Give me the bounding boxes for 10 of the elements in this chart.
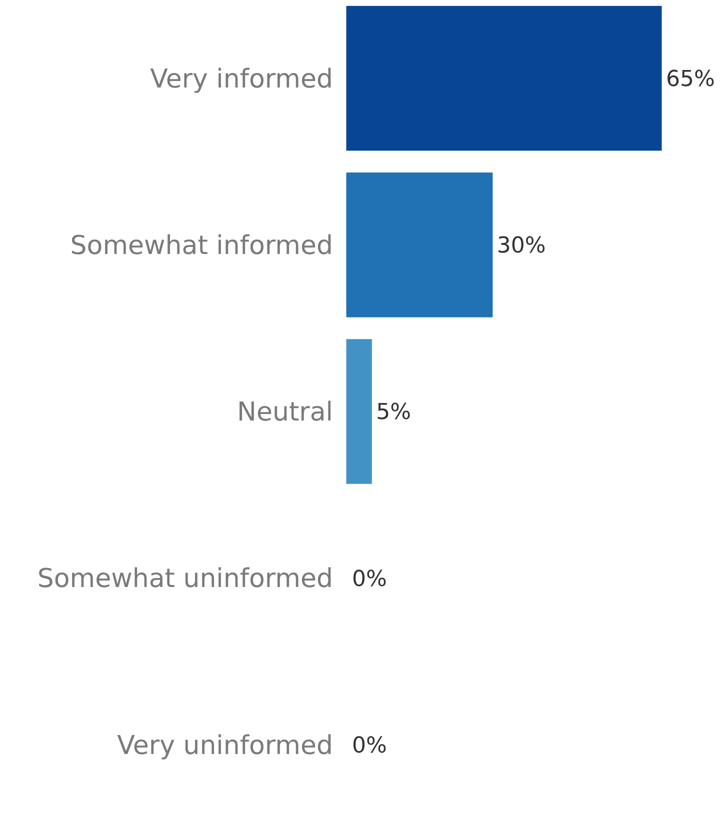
data-label: 30% — [496, 234, 546, 259]
y-tick-label: Very informed — [150, 64, 333, 94]
data-label: 5% — [376, 400, 412, 426]
y-tick-label: Somewhat informed — [70, 231, 333, 261]
y-tick-label: Neutral — [237, 398, 333, 428]
data-label: 0% — [352, 566, 387, 592]
data-label: 0% — [352, 733, 387, 758]
y-tick-label: Somewhat uninformed — [37, 564, 333, 594]
y-tick-label: Very uninformed — [117, 730, 333, 761]
data-label: 65% — [666, 67, 715, 92]
